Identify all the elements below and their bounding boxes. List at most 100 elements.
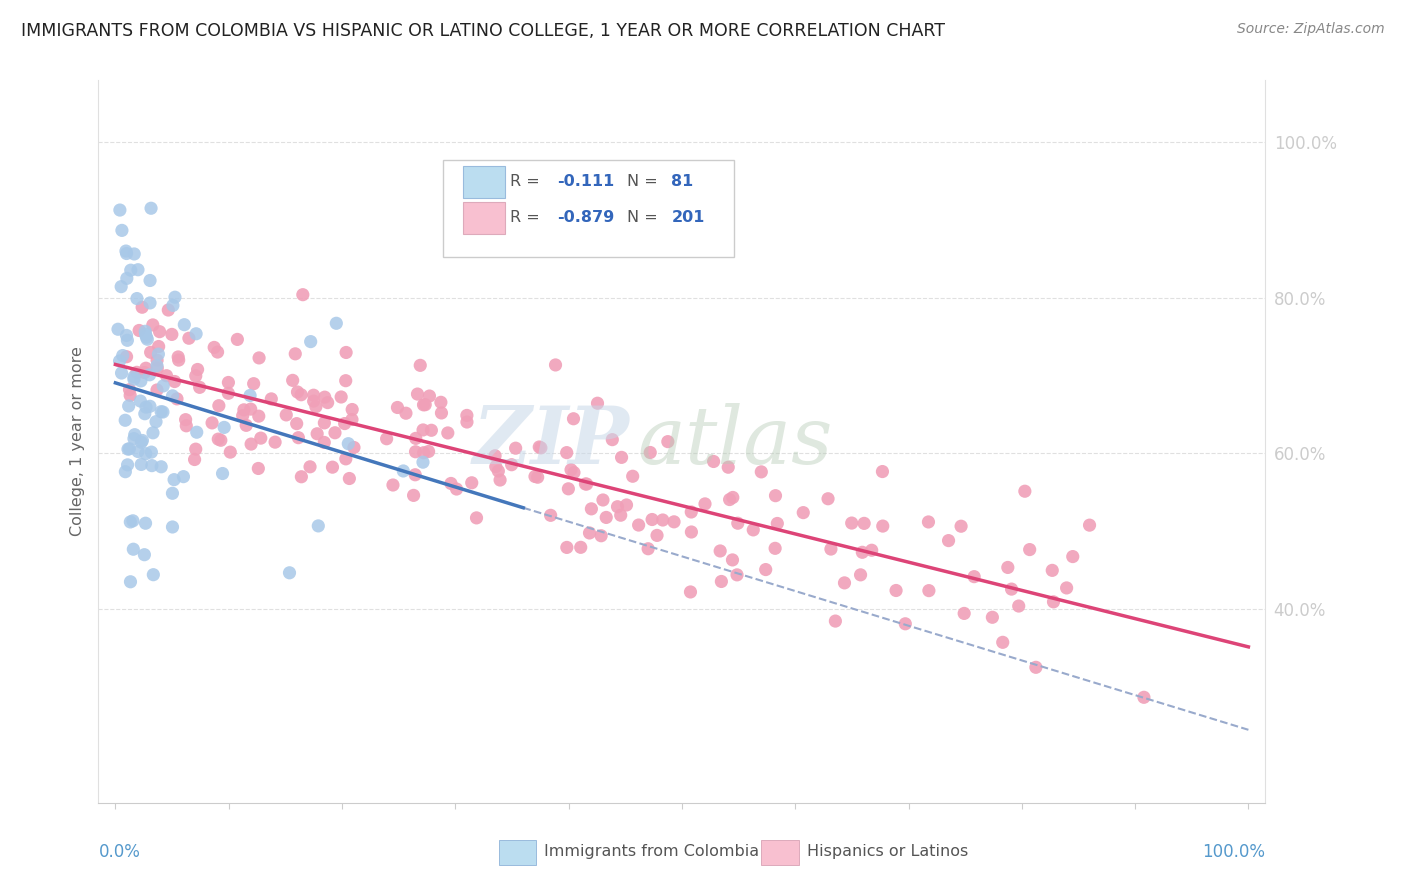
Point bbox=[657, 434, 679, 449]
Point bbox=[278, 566, 301, 580]
Point bbox=[247, 351, 270, 365]
Point bbox=[529, 440, 551, 454]
Point bbox=[872, 465, 894, 479]
Point bbox=[938, 533, 960, 548]
Point bbox=[108, 202, 131, 217]
Point bbox=[281, 373, 304, 387]
Point bbox=[183, 452, 205, 467]
Y-axis label: College, 1 year or more: College, 1 year or more bbox=[69, 347, 84, 536]
Point bbox=[188, 380, 211, 394]
Point bbox=[142, 318, 165, 332]
Point bbox=[118, 383, 141, 397]
Point bbox=[219, 445, 242, 459]
Point bbox=[440, 476, 463, 491]
Point bbox=[162, 520, 184, 534]
Point bbox=[120, 263, 142, 277]
Point bbox=[249, 431, 271, 445]
Point bbox=[1018, 542, 1040, 557]
Point bbox=[107, 322, 129, 336]
Point bbox=[484, 449, 506, 463]
Point bbox=[337, 471, 360, 485]
Point bbox=[335, 374, 357, 388]
Point bbox=[135, 516, 157, 531]
Point bbox=[129, 374, 152, 388]
Point bbox=[129, 458, 152, 472]
Point bbox=[110, 366, 132, 380]
Point bbox=[592, 493, 614, 508]
Point bbox=[141, 458, 163, 473]
Point bbox=[717, 460, 740, 475]
Point bbox=[162, 486, 184, 500]
Point bbox=[562, 411, 585, 425]
Point bbox=[291, 287, 314, 301]
Point bbox=[184, 368, 207, 383]
Point bbox=[841, 516, 863, 530]
Point bbox=[575, 477, 598, 491]
Point bbox=[721, 491, 744, 505]
Point bbox=[763, 541, 786, 556]
Point bbox=[247, 461, 270, 475]
Point bbox=[610, 450, 633, 465]
Point bbox=[321, 460, 343, 475]
Point bbox=[330, 390, 353, 404]
Point bbox=[485, 459, 508, 474]
Point bbox=[142, 567, 165, 582]
Point bbox=[264, 435, 287, 450]
Point bbox=[894, 616, 917, 631]
Point bbox=[299, 459, 322, 474]
Text: -0.111: -0.111 bbox=[557, 174, 614, 189]
Point bbox=[1008, 599, 1031, 613]
Point bbox=[323, 425, 346, 440]
Point bbox=[208, 399, 231, 413]
Point bbox=[176, 418, 198, 433]
Point bbox=[305, 400, 328, 414]
Point bbox=[710, 574, 733, 589]
Point bbox=[820, 542, 842, 557]
Point bbox=[387, 401, 409, 415]
Point bbox=[1056, 581, 1078, 595]
Point bbox=[530, 441, 553, 455]
Point bbox=[718, 492, 741, 507]
Point bbox=[125, 365, 148, 379]
Point bbox=[167, 350, 190, 364]
Point bbox=[201, 416, 224, 430]
Point bbox=[524, 469, 547, 483]
Point bbox=[111, 349, 134, 363]
Point bbox=[581, 501, 603, 516]
Point bbox=[851, 545, 873, 559]
Point bbox=[122, 247, 145, 261]
Point bbox=[247, 409, 270, 424]
Point bbox=[544, 358, 567, 372]
Point bbox=[456, 409, 478, 423]
Point bbox=[134, 366, 156, 380]
Text: 201: 201 bbox=[672, 210, 704, 225]
FancyBboxPatch shape bbox=[443, 160, 734, 257]
Point bbox=[186, 425, 208, 440]
Point bbox=[149, 325, 172, 339]
Point bbox=[555, 445, 578, 459]
Point bbox=[651, 513, 673, 527]
Point bbox=[314, 416, 336, 430]
Point bbox=[721, 553, 744, 567]
Point bbox=[409, 359, 432, 373]
Text: atlas: atlas bbox=[637, 403, 832, 480]
Point bbox=[127, 262, 149, 277]
Point bbox=[578, 525, 600, 540]
Point bbox=[395, 406, 418, 420]
Point bbox=[917, 515, 939, 529]
Point bbox=[146, 361, 169, 376]
Point bbox=[953, 607, 976, 621]
Point bbox=[1040, 563, 1063, 577]
Point bbox=[817, 491, 839, 506]
Point bbox=[1133, 690, 1156, 705]
Point bbox=[437, 425, 460, 440]
Point bbox=[131, 434, 153, 448]
Point bbox=[405, 431, 427, 445]
Point bbox=[209, 434, 232, 448]
Point bbox=[595, 510, 617, 524]
Point bbox=[115, 271, 138, 285]
Point bbox=[727, 516, 749, 531]
Point bbox=[134, 324, 156, 338]
Point bbox=[163, 375, 186, 389]
Point bbox=[555, 541, 578, 555]
